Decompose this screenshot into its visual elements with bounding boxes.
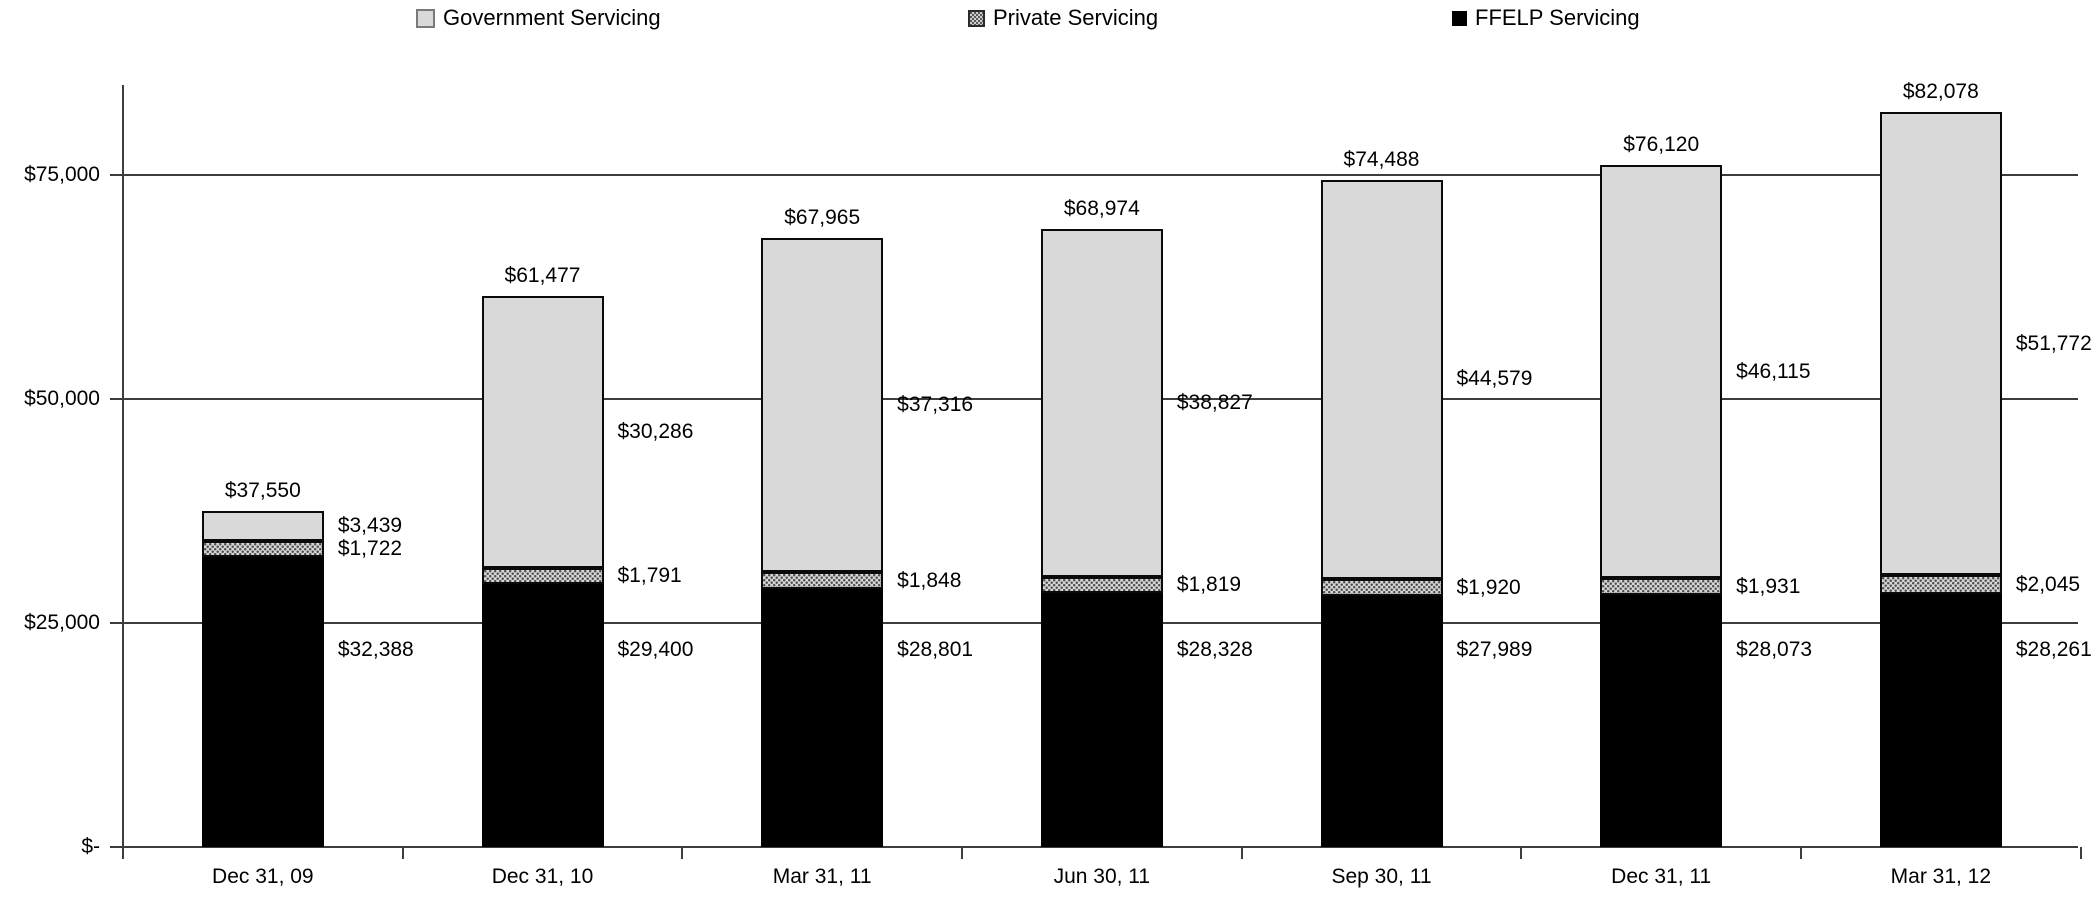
y-axis-label: $- — [81, 835, 100, 858]
x-axis-label: Jun 30, 11 — [1053, 865, 1151, 888]
bar-segment-government — [201, 510, 324, 542]
legend-label-government: Government Servicing — [443, 5, 661, 30]
data-label-total: $74,488 — [1343, 147, 1420, 171]
data-label-total: $37,550 — [224, 478, 301, 502]
data-label-private: $2,045 — [2015, 572, 2081, 596]
data-label-private: $1,920 — [1456, 575, 1521, 599]
bar-segment-ffelp — [1320, 596, 1443, 847]
bar-segment-private — [1879, 575, 2002, 594]
x-axis-tick — [681, 847, 684, 859]
data-label-private: $1,791 — [617, 563, 682, 587]
data-label-government: $30,286 — [617, 419, 694, 443]
bar-segment-ffelp — [761, 588, 884, 847]
government-servicing-swatch-icon — [416, 8, 435, 28]
x-axis-line — [110, 846, 2078, 848]
bar-segment-government — [1600, 164, 1723, 579]
bar-segment-ffelp — [1600, 595, 1723, 847]
x-axis-tick — [961, 847, 963, 859]
data-label-government: $37,316 — [897, 393, 974, 417]
private-servicing-swatch-icon — [968, 9, 985, 27]
data-label-ffelp: $29,400 — [617, 638, 694, 661]
legend-item-government: Government Servicing — [416, 2, 661, 34]
data-label-private: $1,722 — [337, 537, 403, 561]
y-axis-label: $25,000 — [24, 611, 100, 634]
x-axis-label: Dec 31, 09 — [212, 865, 314, 888]
data-label-private: $1,931 — [1736, 574, 1801, 598]
x-axis-tick — [2079, 847, 2082, 859]
x-axis-label: Dec 31, 11 — [1611, 865, 1712, 888]
bar-segment-ffelp — [1040, 593, 1163, 847]
data-label-government: $44,579 — [1456, 367, 1533, 391]
x-axis-tick — [1240, 847, 1243, 859]
bar-segment-government — [1320, 179, 1443, 579]
bar-segment-ffelp — [481, 583, 604, 847]
x-axis-label: Dec 31, 10 — [491, 865, 594, 888]
x-axis-label: Mar 31, 11 — [772, 865, 872, 888]
data-label-government: $46,115 — [1736, 359, 1811, 383]
legend-label-private: Private Servicing — [993, 5, 1159, 30]
data-label-total: $82,078 — [1902, 79, 1979, 103]
data-label-private: $1,848 — [897, 568, 962, 592]
data-label-private: $1,819 — [1176, 573, 1242, 597]
bar-segment-private — [761, 572, 884, 589]
ffelp-servicing-swatch-icon — [1452, 10, 1467, 26]
gridline-75000 — [123, 174, 2078, 176]
bar-segment-ffelp — [201, 556, 324, 847]
data-label-total: $67,965 — [784, 206, 861, 230]
y-axis-tick — [110, 174, 123, 176]
legend-item-private: Private Servicing — [968, 2, 1158, 34]
bar-segment-private — [481, 567, 604, 584]
data-label-total: $76,120 — [1623, 132, 1700, 156]
data-label-ffelp: $28,261 — [2015, 638, 2092, 661]
legend-label-ffelp: FFELP Servicing — [1475, 5, 1640, 30]
data-label-ffelp: $27,989 — [1456, 638, 1533, 661]
x-axis-tick — [122, 847, 124, 859]
data-label-government: $3,439 — [337, 513, 403, 537]
x-axis-tick — [401, 847, 404, 859]
legend-item-ffelp: FFELP Servicing — [1452, 2, 1640, 34]
y-axis-tick — [110, 622, 123, 624]
data-label-ffelp: $28,328 — [1176, 638, 1253, 661]
bar-segment-private — [1040, 576, 1163, 594]
data-label-total: $68,974 — [1063, 196, 1140, 220]
data-label-total: $61,477 — [504, 264, 581, 288]
x-axis-tick — [1800, 847, 1803, 859]
bar-segment-government — [761, 238, 884, 573]
data-label-government: $51,772 — [2015, 331, 2092, 355]
y-axis-tick — [110, 398, 123, 400]
bar-segment-ffelp — [1879, 593, 2002, 847]
x-axis-tick — [1520, 847, 1523, 859]
bar-segment-government — [481, 296, 604, 568]
data-label-government: $38,827 — [1176, 390, 1253, 414]
y-axis-label: $50,000 — [24, 387, 100, 410]
y-axis-line — [122, 85, 124, 847]
data-label-ffelp: $32,388 — [337, 638, 414, 661]
bar-segment-government — [1879, 111, 2002, 576]
x-axis-label: Sep 30, 11 — [1331, 865, 1432, 888]
bar-segment-private — [201, 541, 324, 557]
data-label-ffelp: $28,801 — [897, 638, 974, 661]
bar-segment-government — [1040, 228, 1163, 577]
y-axis-label: $75,000 — [24, 163, 100, 186]
data-label-ffelp: $28,073 — [1736, 638, 1813, 661]
x-axis-label: Mar 31, 12 — [1890, 865, 1992, 888]
bar-segment-private — [1320, 579, 1443, 597]
bar-segment-private — [1600, 578, 1723, 596]
